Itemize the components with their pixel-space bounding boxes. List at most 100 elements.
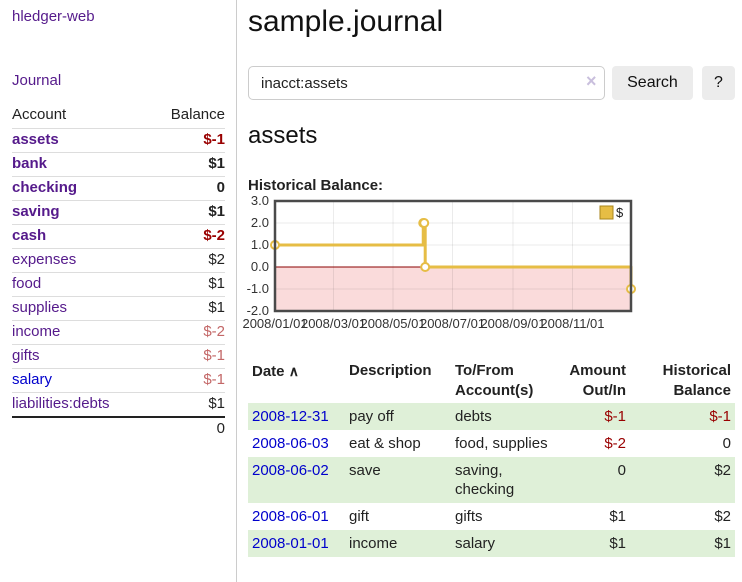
transaction-amount: $1 xyxy=(609,535,626,552)
account-balance: $-2 xyxy=(148,224,225,249)
main-content: sample.journal × Search ? assets Histori… xyxy=(237,0,742,582)
chart-title: Historical Balance: xyxy=(248,177,384,194)
account-balance: $-1 xyxy=(148,368,225,393)
transaction-row: 2008-06-02 save saving, checking 0 $2 xyxy=(248,457,735,503)
account-balance: $1 xyxy=(148,296,225,321)
transaction-balance: 0 xyxy=(722,435,731,452)
page-title: sample.journal xyxy=(248,5,444,38)
account-column-header: Account xyxy=(12,106,67,123)
svg-text:2008/01/01: 2008/01/01 xyxy=(243,316,308,331)
transaction-row: 2008-06-01 gift gifts $1 $2 xyxy=(248,503,735,530)
account-link-cash[interactable]: cash xyxy=(12,227,47,244)
account-balance: $1 xyxy=(148,392,225,417)
account-link-food[interactable]: food xyxy=(12,275,42,292)
transaction-date-link[interactable]: 2008-01-01 xyxy=(252,535,329,552)
transaction-date-link[interactable]: 2008-06-02 xyxy=(252,462,329,479)
account-row-bank: bank $1 xyxy=(12,152,225,177)
sort-asc-icon: ∧ xyxy=(288,363,299,379)
historical-balance-chart: $3.0 2.0 1.0 0.0 -1.0 -2.02008/01/012008/03/0… xyxy=(243,196,636,331)
svg-text:2008/05/01: 2008/05/01 xyxy=(360,316,425,331)
transaction-balance: $1 xyxy=(714,535,731,552)
transaction-amount: $-1 xyxy=(604,408,626,425)
account-row-income: income $-2 xyxy=(12,320,225,345)
register-table: Date ∧ Description To/From Account(s) Am… xyxy=(248,359,735,557)
account-section-title: assets xyxy=(248,122,318,149)
account-link-expenses[interactable]: expenses xyxy=(12,251,77,268)
transaction-amount: $1 xyxy=(609,508,626,525)
accounts-total-row: 0 xyxy=(12,416,225,441)
transaction-date-link[interactable]: 2008-06-03 xyxy=(252,435,329,452)
svg-text:2.0: 2.0 xyxy=(251,215,269,230)
transaction-balance: $-1 xyxy=(709,408,731,425)
account-link-assets[interactable]: assets xyxy=(12,131,59,148)
svg-text:0.0: 0.0 xyxy=(251,259,269,274)
account-balance: $-1 xyxy=(148,344,225,369)
app-brand-link[interactable]: hledger-web xyxy=(12,8,95,25)
accounts-table-header: Account Balance xyxy=(12,104,225,129)
accounts-total-balance: 0 xyxy=(148,416,225,441)
transaction-row: 2008-06-03 eat & shop food, supplies $-2… xyxy=(248,430,735,457)
transaction-accounts: saving, checking xyxy=(455,462,515,498)
transaction-date-link[interactable]: 2008-06-01 xyxy=(252,508,329,525)
account-link-supplies[interactable]: supplies xyxy=(12,299,68,316)
transaction-date-link[interactable]: 2008-12-31 xyxy=(252,408,329,425)
transaction-description: save xyxy=(349,462,381,479)
account-row-salary: salary $-1 xyxy=(12,368,225,393)
accounts-column-header: To/From Account(s) xyxy=(455,362,534,399)
transaction-amount: 0 xyxy=(617,462,626,479)
account-link-saving[interactable]: saving xyxy=(12,203,60,220)
account-row-supplies: supplies $1 xyxy=(12,296,225,321)
account-row-checking: checking 0 xyxy=(12,176,225,201)
svg-text:2008/09/01: 2008/09/01 xyxy=(480,316,545,331)
account-balance: $2 xyxy=(148,248,225,273)
accounts-table: Account Balance assets $-1 bank $1 check… xyxy=(12,104,225,441)
clear-search-icon[interactable]: × xyxy=(586,71,597,91)
svg-text:-1.0: -1.0 xyxy=(247,281,269,296)
transaction-description: gift xyxy=(349,508,370,525)
account-balance: $-2 xyxy=(148,320,225,345)
search-button[interactable]: Search xyxy=(612,66,693,100)
transaction-accounts: debts xyxy=(455,408,492,425)
search-input[interactable] xyxy=(248,66,606,100)
transaction-amount: $-2 xyxy=(604,435,626,452)
transaction-accounts: salary xyxy=(455,535,496,552)
account-link-gifts[interactable]: gifts xyxy=(12,347,40,364)
svg-text:2008/07/01: 2008/07/01 xyxy=(420,316,485,331)
svg-text:-2.0: -2.0 xyxy=(247,303,269,318)
account-row-liabilities-debts: liabilities:debts $1 xyxy=(12,392,225,417)
date-column-header[interactable]: Date ∧ xyxy=(252,363,299,380)
account-balance: $-1 xyxy=(148,128,225,153)
svg-text:2008/03/01: 2008/03/01 xyxy=(301,316,366,331)
search-form: × Search ? xyxy=(248,66,735,100)
svg-text:$: $ xyxy=(616,205,624,220)
account-balance: $1 xyxy=(148,152,225,177)
account-row-food: food $1 xyxy=(12,272,225,297)
account-row-expenses: expenses $2 xyxy=(12,248,225,273)
account-balance: $1 xyxy=(148,200,225,225)
description-column-header: Description xyxy=(349,362,432,379)
svg-text:2008/11/01: 2008/11/01 xyxy=(540,316,604,331)
amount-column-header: Amount Out/In xyxy=(569,362,626,399)
account-link-income[interactable]: income xyxy=(12,323,61,340)
sidebar-item-journal[interactable]: Journal xyxy=(12,72,62,89)
account-balance: $1 xyxy=(148,272,225,297)
balance-column-header: Balance xyxy=(170,106,225,123)
account-row-saving: saving $1 xyxy=(12,200,225,225)
account-link-liabilities-debts[interactable]: liabilities:debts xyxy=(12,395,110,412)
account-balance: 0 xyxy=(148,176,225,201)
transaction-description: eat & shop xyxy=(349,435,421,452)
account-row-gifts: gifts $-1 xyxy=(12,344,225,369)
account-link-checking[interactable]: checking xyxy=(12,179,78,196)
transaction-balance: $2 xyxy=(714,462,731,479)
help-button[interactable]: ? xyxy=(701,66,735,100)
account-link-salary[interactable]: salary xyxy=(12,371,53,388)
account-row-assets: assets $-1 xyxy=(12,128,225,153)
register-table-header: Date ∧ Description To/From Account(s) Am… xyxy=(248,359,735,403)
transaction-row: 2008-01-01 income salary $1 $1 xyxy=(248,530,735,557)
transaction-accounts: gifts xyxy=(455,508,483,525)
account-row-cash: cash $-2 xyxy=(12,224,225,249)
balance-column-header: Historical Balance xyxy=(662,362,731,399)
account-link-bank[interactable]: bank xyxy=(12,155,48,172)
transaction-description: income xyxy=(349,535,398,552)
sidebar: hledger-web Journal Account Balance asse… xyxy=(0,0,237,582)
